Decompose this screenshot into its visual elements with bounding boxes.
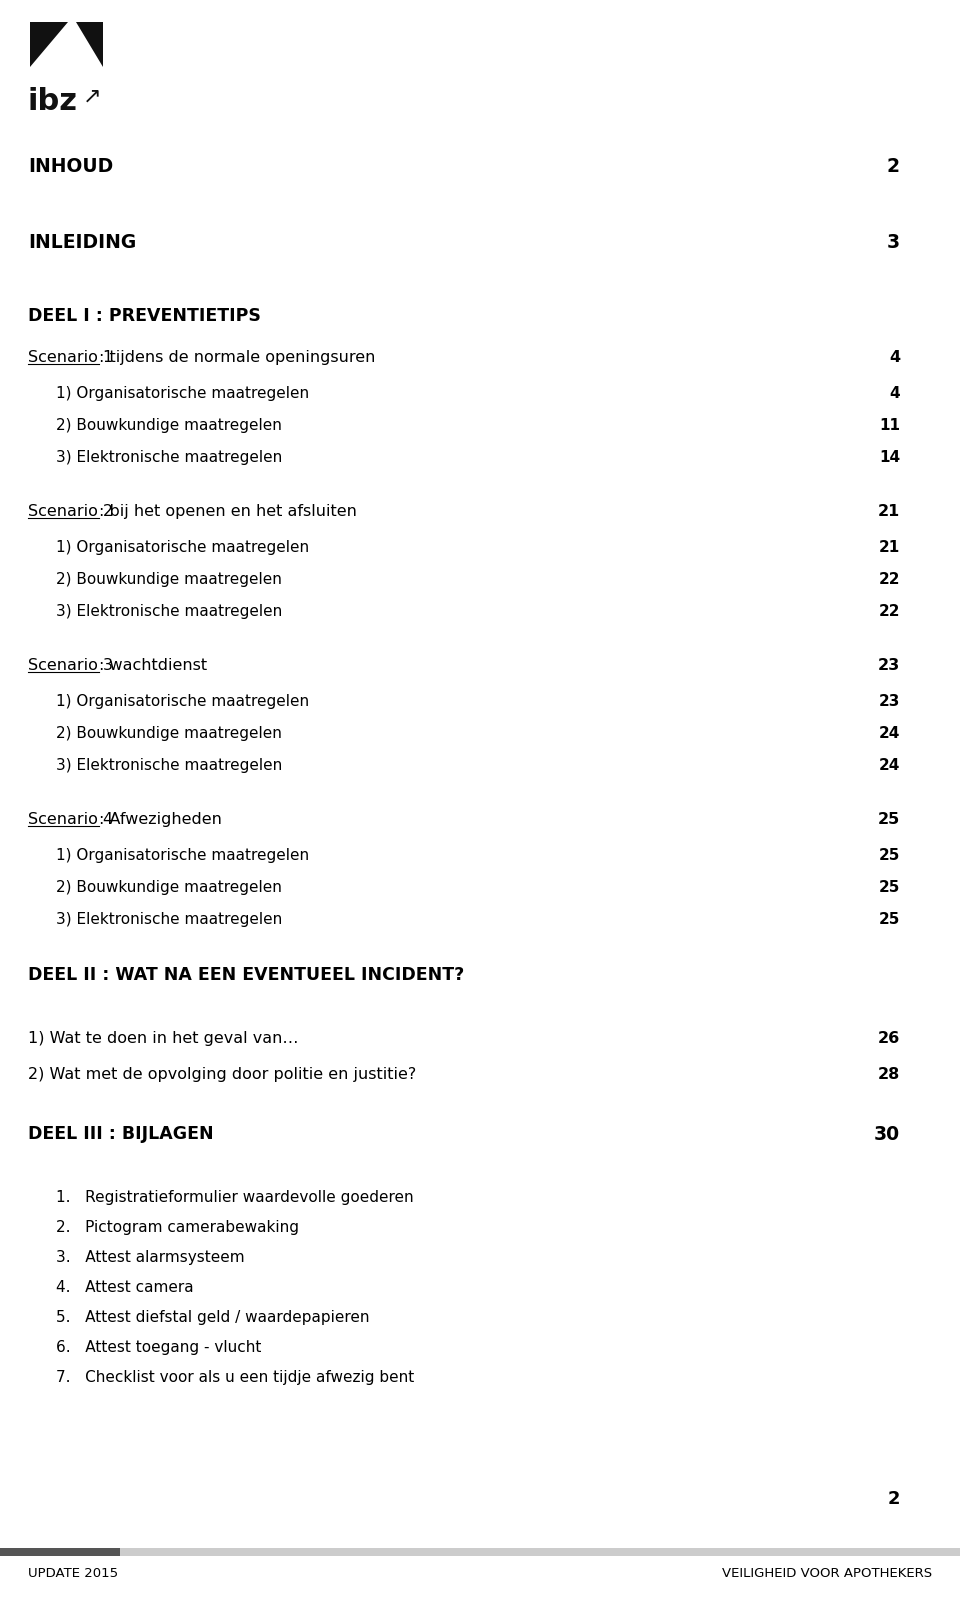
Bar bbox=[0, 1547, 120, 1555]
Bar bbox=[120, 1547, 960, 1555]
Text: 21: 21 bbox=[878, 540, 900, 556]
Text: : bij het openen en het afsluiten: : bij het openen en het afsluiten bbox=[99, 505, 357, 519]
Text: Scenario 3: Scenario 3 bbox=[28, 658, 113, 672]
Text: 1) Organisatorische maatregelen: 1) Organisatorische maatregelen bbox=[56, 695, 309, 709]
Text: 2: 2 bbox=[887, 157, 900, 176]
Text: 4: 4 bbox=[889, 386, 900, 401]
Text: 24: 24 bbox=[878, 727, 900, 741]
Text: 25: 25 bbox=[877, 811, 900, 827]
Text: 25: 25 bbox=[878, 880, 900, 894]
Text: : tijdens de normale openingsuren: : tijdens de normale openingsuren bbox=[99, 350, 375, 366]
Text: DEEL III : BIJLAGEN: DEEL III : BIJLAGEN bbox=[28, 1124, 214, 1143]
Text: ibz: ibz bbox=[28, 86, 78, 117]
Text: UPDATE 2015: UPDATE 2015 bbox=[28, 1567, 118, 1579]
Text: 28: 28 bbox=[877, 1067, 900, 1083]
Text: 3) Elektronische maatregelen: 3) Elektronische maatregelen bbox=[56, 604, 282, 620]
Text: 5.   Attest diefstal geld / waardepapieren: 5. Attest diefstal geld / waardepapieren bbox=[56, 1310, 370, 1326]
Polygon shape bbox=[30, 22, 68, 67]
Text: 4: 4 bbox=[889, 350, 900, 366]
Text: 21: 21 bbox=[877, 505, 900, 519]
Text: 1.   Registratieformulier waardevolle goederen: 1. Registratieformulier waardevolle goed… bbox=[56, 1190, 414, 1206]
Text: 24: 24 bbox=[878, 759, 900, 773]
Text: 2) Bouwkundige maatregelen: 2) Bouwkundige maatregelen bbox=[56, 572, 282, 588]
Text: 1) Organisatorische maatregelen: 1) Organisatorische maatregelen bbox=[56, 848, 309, 862]
Text: Scenario 2: Scenario 2 bbox=[28, 505, 113, 519]
Text: 2: 2 bbox=[887, 1490, 900, 1508]
Text: 1) Wat te doen in het geval van…: 1) Wat te doen in het geval van… bbox=[28, 1032, 299, 1046]
Text: 2) Wat met de opvolging door politie en justitie?: 2) Wat met de opvolging door politie en … bbox=[28, 1067, 417, 1083]
Text: 4.   Attest camera: 4. Attest camera bbox=[56, 1281, 194, 1295]
Text: 3) Elektronische maatregelen: 3) Elektronische maatregelen bbox=[56, 450, 282, 465]
Text: 3.   Attest alarmsysteem: 3. Attest alarmsysteem bbox=[56, 1250, 245, 1265]
Text: 22: 22 bbox=[878, 572, 900, 588]
Text: 25: 25 bbox=[878, 912, 900, 926]
Text: 1) Organisatorische maatregelen: 1) Organisatorische maatregelen bbox=[56, 386, 309, 401]
Text: 14: 14 bbox=[878, 450, 900, 465]
Text: Scenario 1: Scenario 1 bbox=[28, 350, 113, 366]
Text: VEILIGHEID VOOR APOTHEKERS: VEILIGHEID VOOR APOTHEKERS bbox=[722, 1567, 932, 1579]
Text: 6.   Attest toegang - vlucht: 6. Attest toegang - vlucht bbox=[56, 1340, 261, 1354]
Text: 7.   Checklist voor als u een tijdje afwezig bent: 7. Checklist voor als u een tijdje afwez… bbox=[56, 1370, 415, 1385]
Text: : wachtdienst: : wachtdienst bbox=[99, 658, 207, 672]
Text: 23: 23 bbox=[878, 695, 900, 709]
Text: 22: 22 bbox=[878, 604, 900, 620]
Polygon shape bbox=[76, 22, 103, 67]
Text: Scenario 4: Scenario 4 bbox=[28, 811, 113, 827]
Text: DEEL I : PREVENTIETIPS: DEEL I : PREVENTIETIPS bbox=[28, 307, 261, 326]
Text: 2.   Pictogram camerabewaking: 2. Pictogram camerabewaking bbox=[56, 1220, 299, 1234]
Text: 1) Organisatorische maatregelen: 1) Organisatorische maatregelen bbox=[56, 540, 309, 556]
Text: 3: 3 bbox=[887, 233, 900, 252]
Text: 2) Bouwkundige maatregelen: 2) Bouwkundige maatregelen bbox=[56, 727, 282, 741]
Text: INLEIDING: INLEIDING bbox=[28, 233, 136, 252]
Text: 3) Elektronische maatregelen: 3) Elektronische maatregelen bbox=[56, 912, 282, 926]
Text: 2) Bouwkundige maatregelen: 2) Bouwkundige maatregelen bbox=[56, 880, 282, 894]
Text: INHOUD: INHOUD bbox=[28, 157, 113, 176]
Text: 25: 25 bbox=[878, 848, 900, 862]
Text: 3) Elektronische maatregelen: 3) Elektronische maatregelen bbox=[56, 759, 282, 773]
Text: 30: 30 bbox=[874, 1124, 900, 1143]
Text: 11: 11 bbox=[879, 418, 900, 433]
Text: ↗: ↗ bbox=[83, 86, 102, 107]
Text: 2) Bouwkundige maatregelen: 2) Bouwkundige maatregelen bbox=[56, 418, 282, 433]
Text: 26: 26 bbox=[877, 1032, 900, 1046]
Text: DEEL II : WAT NA EEN EVENTUEEL INCIDENT?: DEEL II : WAT NA EEN EVENTUEEL INCIDENT? bbox=[28, 966, 465, 984]
Text: 23: 23 bbox=[877, 658, 900, 672]
Text: : Afwezigheden: : Afwezigheden bbox=[99, 811, 222, 827]
